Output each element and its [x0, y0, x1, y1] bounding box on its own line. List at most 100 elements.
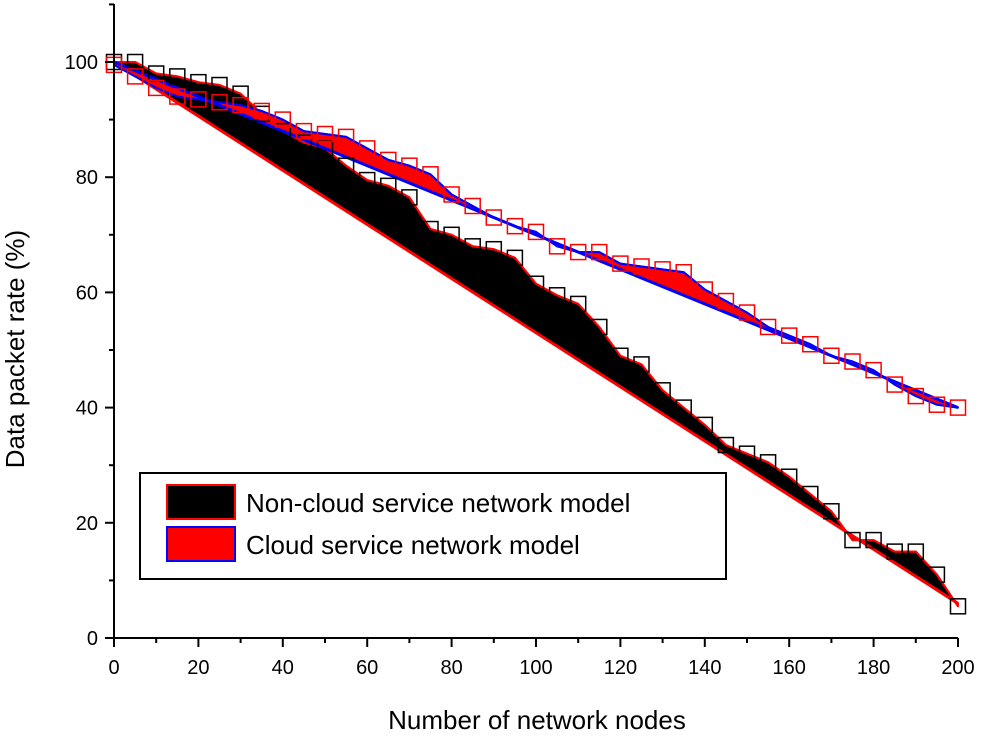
- x-tick-label: 0: [108, 657, 119, 679]
- legend-swatch-cloud: [166, 526, 236, 562]
- data-point-cloud: [485, 209, 503, 226]
- series-baseline-non-cloud: [113, 60, 959, 605]
- data-point-non-cloud: [654, 382, 671, 399]
- data-point-cloud: [823, 347, 840, 365]
- data-point-non-cloud: [591, 318, 608, 336]
- data-point-cloud: [211, 94, 228, 111]
- data-point-cloud: [844, 353, 861, 370]
- data-point-non-cloud: [274, 122, 292, 140]
- data-point-non-cloud: [337, 157, 355, 174]
- data-point-non-cloud: [380, 177, 397, 195]
- data-point-non-cloud: [401, 189, 418, 206]
- data-point-cloud: [401, 157, 418, 174]
- data-point-cloud: [358, 140, 376, 157]
- data-point-non-cloud: [443, 226, 460, 244]
- data-point-cloud: [295, 122, 313, 140]
- data-point-cloud: [591, 243, 608, 261]
- data-point-non-cloud: [464, 238, 481, 255]
- x-tick-label: 100: [519, 657, 552, 679]
- data-point-cloud: [464, 197, 481, 215]
- data-point-non-cloud: [675, 399, 692, 416]
- y-tick-label: 80: [76, 167, 98, 189]
- data-point-cloud: [907, 387, 925, 405]
- data-point-cloud: [548, 238, 566, 255]
- x-tick-label: 120: [604, 657, 637, 679]
- data-point-non-cloud: [295, 134, 313, 151]
- legend-swatch-non-cloud: [166, 484, 236, 520]
- data-point-cloud: [780, 327, 798, 344]
- data-point-non-cloud: [527, 275, 545, 293]
- data-point-non-cloud: [759, 454, 777, 471]
- data-point-cloud: [253, 102, 270, 120]
- data-point-cloud: [506, 217, 524, 235]
- x-tick-label: 80: [440, 657, 462, 679]
- data-point-cloud: [126, 68, 144, 85]
- data-point-cloud: [717, 292, 735, 310]
- x-axis-title: Number of network nodes: [388, 705, 686, 735]
- data-point-non-cloud: [696, 416, 714, 434]
- data-point-cloud: [232, 96, 249, 114]
- data-point-cloud: [527, 223, 545, 241]
- y-tick-label: 60: [76, 282, 98, 304]
- data-point-non-cloud: [886, 543, 903, 560]
- data-point-cloud: [274, 111, 292, 128]
- data-point-non-cloud: [907, 543, 925, 560]
- data-point-non-cloud: [358, 171, 376, 189]
- data-point-non-cloud: [232, 85, 249, 102]
- data-point-non-cloud: [612, 347, 629, 365]
- data-point-non-cloud: [633, 356, 650, 373]
- data-point-cloud: [569, 243, 587, 261]
- data-point-cloud: [759, 318, 777, 336]
- data-point-cloud: [865, 361, 882, 379]
- data-point-cloud: [738, 304, 756, 321]
- data-point-non-cloud: [569, 295, 587, 313]
- y-tick-label: 0: [87, 628, 98, 650]
- y-axis-title: Data packet rate (%): [0, 230, 30, 468]
- data-point-non-cloud: [865, 531, 882, 549]
- data-point-non-cloud: [928, 566, 946, 583]
- y-tick-label: 40: [76, 398, 98, 420]
- data-point-cloud: [696, 281, 714, 298]
- legend-label-cloud: Cloud service network model: [246, 530, 580, 560]
- x-tick-label: 20: [187, 657, 209, 679]
- data-point-non-cloud: [738, 445, 756, 462]
- data-point-cloud: [612, 255, 629, 272]
- data-point-cloud: [169, 88, 186, 105]
- x-tick-label: 160: [773, 657, 806, 679]
- data-point-cloud: [316, 125, 334, 143]
- data-point-cloud: [886, 376, 903, 393]
- data-point-cloud: [928, 396, 946, 413]
- y-tick-label: 20: [76, 513, 98, 535]
- legend-box: [139, 472, 727, 580]
- data-point-non-cloud: [506, 249, 524, 267]
- data-point-non-cloud: [717, 436, 735, 454]
- data-point-non-cloud: [190, 73, 207, 91]
- data-point-non-cloud: [949, 598, 967, 615]
- data-point-non-cloud: [422, 220, 439, 238]
- data-point-cloud: [802, 335, 819, 353]
- data-point-non-cloud: [823, 503, 840, 520]
- x-tick-label: 180: [857, 657, 890, 679]
- data-point-cloud: [949, 399, 967, 416]
- data-point-cloud: [190, 91, 207, 108]
- data-point-cloud: [675, 263, 692, 281]
- legend: Non-cloud service network model Cloud se…: [139, 472, 727, 580]
- x-tick-label: 140: [688, 657, 721, 679]
- data-point-non-cloud: [780, 468, 798, 485]
- x-tick-label: 60: [356, 657, 378, 679]
- data-point-non-cloud: [211, 76, 228, 94]
- data-point-cloud: [443, 186, 460, 203]
- data-point-non-cloud: [844, 531, 861, 549]
- x-tick-label: 40: [272, 657, 294, 679]
- data-point-non-cloud: [548, 287, 566, 304]
- data-point-cloud: [337, 128, 355, 146]
- data-point-cloud: [654, 261, 671, 278]
- data-point-non-cloud: [169, 68, 186, 85]
- ticks: 0 20 40 60 80 100 120 140 160 180 200 0 20 40 60 80 100: [65, 3, 975, 679]
- y-tick-label: 100: [65, 52, 98, 74]
- data-point-cloud: [633, 258, 650, 275]
- data-point-cloud: [422, 166, 439, 183]
- data-point-cloud: [380, 151, 397, 169]
